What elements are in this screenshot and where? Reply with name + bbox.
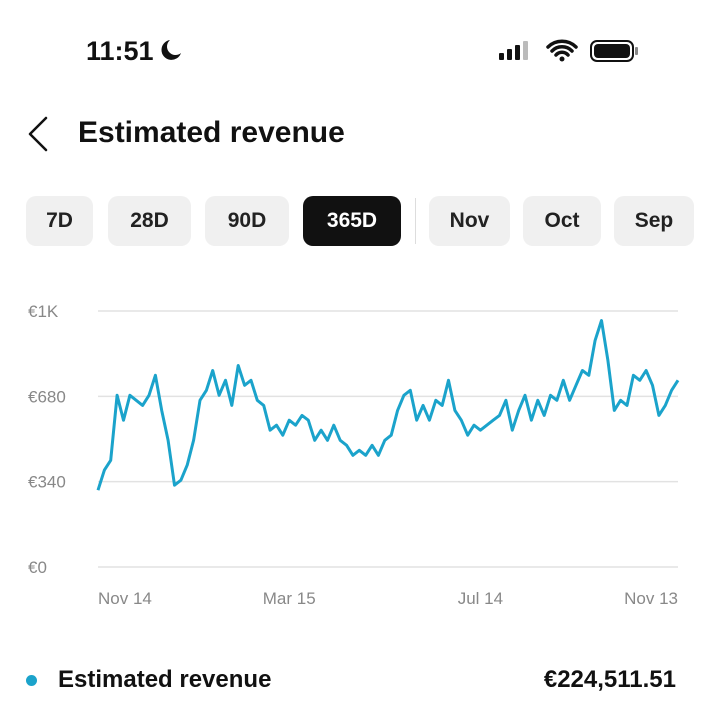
signal-bar xyxy=(523,41,528,60)
range-tab[interactable]: 365D xyxy=(303,196,401,246)
status-icons xyxy=(161,39,638,62)
chart: €0 €340 €680 €1K Nov 14 Mar 15 Jul 14 Nov 13 xyxy=(28,302,680,608)
x-tick-label: Mar 15 xyxy=(263,589,316,608)
back-button[interactable] xyxy=(26,116,50,152)
wifi-dot xyxy=(559,56,565,62)
signal-bar xyxy=(499,53,504,60)
y-tick-label: €1K xyxy=(28,302,59,321)
x-tick-label: Nov 14 xyxy=(98,589,152,608)
battery-level xyxy=(594,44,630,58)
legend-dot xyxy=(26,675,37,686)
range-tab[interactable]: 90D xyxy=(205,196,289,246)
status-time: 11:51 xyxy=(86,36,154,66)
range-tab[interactable]: Nov xyxy=(429,196,510,246)
x-tick-label: Nov 13 xyxy=(624,589,678,608)
summary-value: €224,511.51 xyxy=(543,666,676,693)
y-tick-label: €680 xyxy=(28,387,66,406)
summary-label: Estimated revenue xyxy=(58,666,272,693)
moon-icon xyxy=(161,40,181,60)
battery-tip xyxy=(635,47,638,55)
range-tab[interactable]: 28D xyxy=(108,196,191,246)
x-tick-label: Jul 14 xyxy=(458,589,503,608)
signal-bar xyxy=(515,45,520,60)
series-line xyxy=(96,319,680,491)
tab-divider xyxy=(415,198,416,244)
range-tab[interactable]: 7D xyxy=(26,196,93,246)
y-tick-label: €0 xyxy=(28,558,47,577)
page-title: Estimated revenue xyxy=(78,116,345,149)
y-tick-label: €340 xyxy=(28,473,66,492)
signal-bar xyxy=(507,49,512,60)
range-tab[interactable]: Sep xyxy=(614,196,694,246)
battery xyxy=(590,40,634,62)
wifi-icon xyxy=(546,39,578,57)
range-tab[interactable]: Oct xyxy=(523,196,601,246)
